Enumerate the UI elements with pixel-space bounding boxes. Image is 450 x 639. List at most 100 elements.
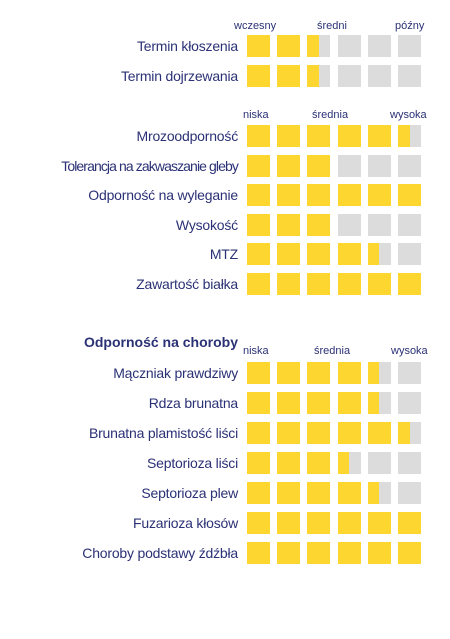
- rating-cell: [307, 65, 331, 87]
- rating-cell: [337, 154, 361, 177]
- rating-cell-fill: [307, 452, 331, 474]
- rating-cell-fill: [307, 512, 331, 534]
- rating-row: Brunatna plamistość liści: [0, 422, 450, 444]
- rating-cell-fill: [247, 154, 270, 177]
- section-title: Odporność na choroby: [83, 334, 238, 350]
- rating-cell: [307, 362, 331, 384]
- rating-cell: [277, 512, 301, 534]
- rating-row: Termin dojrzewania: [0, 65, 450, 87]
- rating-cell-fill: [307, 213, 331, 236]
- rating-cell-fill: [337, 184, 361, 206]
- rating-cell-fill: [367, 392, 380, 414]
- rating-cell: [398, 272, 421, 295]
- row-label: Termin kłoszenia: [136, 38, 238, 54]
- row-label: Brunatna plamistość liści: [88, 425, 238, 441]
- rating-row: Fuzarioza kłosów: [0, 512, 450, 534]
- rating-cell: [307, 392, 331, 414]
- rating-cell: [337, 542, 361, 564]
- rating-cell: [337, 243, 361, 265]
- rating-cell-fill: [367, 542, 391, 564]
- rating-cell-fill: [307, 542, 331, 564]
- rating-cell-fill: [337, 125, 361, 147]
- rating-cell: [398, 362, 421, 384]
- rating-row: MTZ: [0, 243, 450, 265]
- rating-cell: [307, 482, 331, 504]
- rating-cell: [307, 243, 331, 265]
- rating-cell-fill: [367, 422, 391, 444]
- rating-cell-fill: [398, 184, 421, 206]
- rating-cell: [367, 362, 391, 384]
- rating-cell: [307, 272, 331, 295]
- rating-cell-fill: [277, 272, 301, 295]
- scale-label-early: wczesny: [234, 20, 277, 32]
- rating-row: Zawartość białka: [0, 272, 450, 295]
- rating-cell-fill: [398, 512, 421, 534]
- rating-cell-fill: [247, 272, 270, 295]
- rating-cell-fill: [277, 184, 301, 206]
- row-label: Zawartość białka: [136, 275, 238, 292]
- rating-cell-fill: [337, 542, 361, 564]
- rating-cell: [307, 35, 331, 57]
- rating-cell: [398, 154, 421, 177]
- rating-cell: [277, 125, 301, 147]
- rating-cell-fill: [277, 392, 301, 414]
- rating-cell: [367, 154, 391, 177]
- rating-cell: [337, 213, 361, 236]
- rating-cell: [337, 452, 361, 474]
- rating-cell-fill: [247, 512, 270, 534]
- rating-cell-fill: [277, 362, 301, 384]
- row-label: Mączniak prawdziwy: [113, 365, 238, 381]
- rating-cell: [307, 512, 331, 534]
- rating-cell-fill: [398, 125, 410, 147]
- rating-cell: [398, 243, 421, 265]
- rating-cell-fill: [337, 272, 361, 295]
- scale-label-low: niska: [243, 109, 269, 121]
- row-label: Septorioza plew: [141, 485, 238, 501]
- row-label: Choroby podstawy źdźbła: [82, 545, 238, 561]
- rating-cell: [277, 65, 301, 87]
- rating-cell: [307, 125, 331, 147]
- rating-cell-fill: [247, 125, 270, 147]
- rating-cell-fill: [277, 65, 301, 87]
- rating-cell-fill: [367, 362, 380, 384]
- rating-cell-fill: [367, 125, 391, 147]
- rating-cell: [307, 184, 331, 206]
- rating-cell: [247, 213, 270, 236]
- rating-cell: [247, 482, 270, 504]
- rating-cell-fill: [307, 65, 319, 87]
- rating-row: Wysokość: [0, 213, 450, 236]
- rating-cell-fill: [307, 272, 331, 295]
- rating-cell-fill: [277, 482, 301, 504]
- rating-cell: [247, 184, 270, 206]
- rating-cell-fill: [247, 392, 270, 414]
- rating-cell: [277, 422, 301, 444]
- row-label: Tolerancja na zakwaszanie gleby: [61, 157, 239, 174]
- rating-cell: [337, 422, 361, 444]
- rating-cell-fill: [367, 512, 391, 534]
- scale-label-medium: średni: [317, 20, 347, 32]
- rating-cell-fill: [277, 35, 301, 57]
- rating-cell-fill: [337, 362, 361, 384]
- scale-label-high: wysoka: [391, 345, 428, 357]
- rating-cell-fill: [398, 422, 410, 444]
- rating-cell: [247, 422, 270, 444]
- rating-cell: [367, 272, 391, 295]
- rating-cell: [398, 213, 421, 236]
- rating-cell: [277, 452, 301, 474]
- rating-cell: [307, 452, 331, 474]
- rating-cell: [367, 125, 391, 147]
- rating-cell: [398, 125, 421, 147]
- rating-cell: [337, 65, 361, 87]
- rating-cell: [247, 272, 270, 295]
- rating-cell-fill: [277, 125, 301, 147]
- row-label: Rdza brunatna: [148, 395, 238, 411]
- rating-cell-fill: [247, 35, 270, 57]
- rating-cell: [398, 35, 421, 57]
- scale-label-low: niska: [243, 345, 269, 357]
- row-label: Septorioza liści: [147, 455, 238, 471]
- rating-cell-fill: [277, 422, 301, 444]
- rating-cell: [247, 362, 270, 384]
- rating-cell: [367, 35, 391, 57]
- rating-cell: [367, 422, 391, 444]
- rating-cell-fill: [337, 422, 361, 444]
